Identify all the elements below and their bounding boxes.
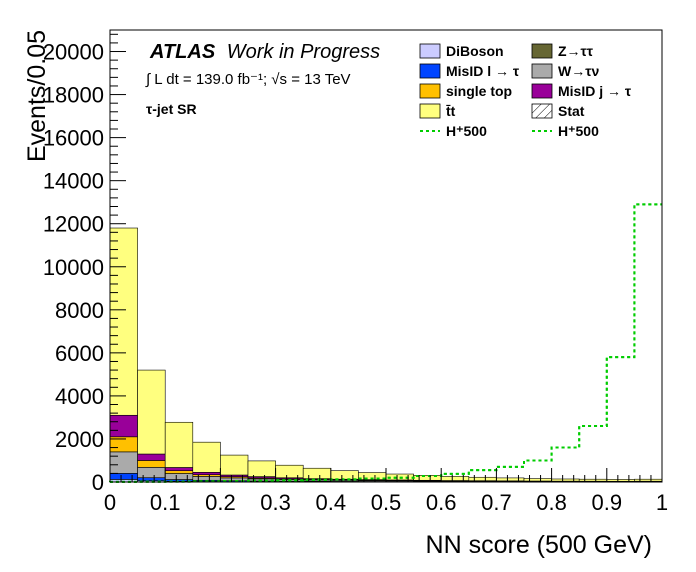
x-tick-label: 0.2 [205, 490, 236, 515]
bar-t-t-18 [606, 479, 635, 482]
legend-swatch-t-t [419, 103, 441, 119]
legend-swatch-misid-l [419, 63, 441, 79]
y-tick-label: 18000 [43, 83, 104, 108]
y-tick-label: 16000 [43, 126, 104, 151]
bar-single-top-1 [137, 460, 166, 468]
x-tick-label: 0.8 [536, 490, 567, 515]
x-axis-label: NN score (500 GeV) [426, 531, 652, 559]
y-tick-label: 8000 [55, 298, 104, 323]
legend-label: DiBoson [446, 43, 504, 59]
bar-t-t-6 [275, 464, 304, 479]
y-axis: 0 2000 4000 6000 8000 10000 12000 14000 16000 180… [43, 33, 126, 495]
x-axis: 0 0.1 0.2 0.3 0.4 0.5 0.6 0.7 0.8 0.9 1 [104, 468, 668, 515]
legend-swatch-stat [531, 103, 553, 119]
x-tick-label: 0.4 [316, 490, 347, 515]
bar-t-t-14 [496, 477, 525, 482]
x-tick-label: 0.7 [481, 490, 512, 515]
y-tick-label: 14000 [43, 169, 104, 194]
bar-w-0 [109, 451, 138, 474]
bar-t-t-13 [468, 476, 497, 482]
atlas-label: ATLAS [149, 41, 216, 63]
y-tick-label: 12000 [43, 212, 104, 237]
legend-label: single top [446, 83, 512, 99]
x-tick-label: 0.6 [426, 490, 457, 515]
x-tick-label: 0.3 [260, 490, 291, 515]
bar-t-t-19 [634, 478, 663, 482]
legend-label: H⁺500 [558, 123, 599, 139]
bar-t-t-15 [523, 478, 552, 482]
y-tick-label: 20000 [43, 40, 104, 65]
region-label: τ-jet SR [146, 101, 197, 117]
bar-t-t-4 [220, 454, 249, 476]
bar-w-1 [137, 467, 166, 478]
bar-t-t-7 [302, 467, 332, 479]
x-tick-label: 0.1 [150, 490, 181, 515]
bar-t-t-1 [137, 369, 166, 455]
x-tick-label: 1 [656, 490, 668, 515]
stacked-bars [109, 227, 663, 483]
x-tick-label: 0.5 [371, 490, 402, 515]
legend-swatch-w [531, 63, 553, 79]
bar-t-t-3 [192, 441, 221, 473]
bar-misid-j-0 [109, 414, 138, 438]
y-tick-label: 4000 [55, 384, 104, 409]
svg-text:ATLAS Work in Progress: ATLAS Work in Progress [149, 41, 380, 63]
y-tick-label: 0 [92, 470, 104, 495]
bar-misid-l-1 [137, 477, 166, 482]
bar-misid-j-3 [192, 472, 221, 475]
bar-misid-l-0 [109, 473, 138, 480]
legend-label: MisID l → τ [446, 63, 520, 79]
bar-t-t-12 [440, 476, 470, 481]
y-tick-label: 2000 [55, 427, 104, 452]
bar-t-t-17 [578, 478, 608, 482]
legend-swatch-misid-j [531, 83, 553, 99]
x-tick-label: 0 [104, 490, 116, 515]
y-axis-label: Events/0.05 [23, 30, 51, 162]
legend-label: MisID j → τ [558, 83, 632, 99]
bar-t-t-0 [109, 227, 138, 416]
legend-swatch-z [531, 43, 553, 59]
bar-single-top-2 [164, 470, 194, 474]
atlas-annotation: ATLAS Work in Progress ∫ L dt = 139.0 fb… [145, 41, 380, 117]
bar-t-t-2 [164, 421, 194, 468]
bar-misid-j-1 [137, 453, 166, 461]
legend-label: Z→ττ [558, 43, 594, 59]
legend: DiBoson MisID l → τ single top t̄t H⁺500 Z→ττ… [419, 43, 632, 139]
legend-label: Stat [558, 103, 585, 119]
bar-t-t-8 [330, 470, 359, 480]
atlas-suffix: Work in Progress [227, 41, 380, 63]
bar-misid-j-2 [164, 467, 194, 472]
bar-w-2 [164, 473, 194, 480]
legend-label: H⁺500 [446, 123, 487, 139]
legend-swatch-single-top [419, 83, 441, 99]
bar-t-t-5 [247, 460, 276, 477]
y-tick-label: 10000 [43, 255, 104, 280]
lumi-label: ∫ L dt = 139.0 fb⁻¹; √s = 13 TeV [145, 71, 351, 88]
bar-w-3 [192, 476, 221, 481]
y-tick-label: 6000 [55, 341, 104, 366]
legend-label: t̄t [445, 103, 455, 119]
x-tick-label: 0.9 [592, 490, 623, 515]
bar-t-t-16 [551, 478, 580, 482]
legend-swatch-diboson [419, 43, 441, 59]
legend-label: W→τν [558, 63, 599, 79]
